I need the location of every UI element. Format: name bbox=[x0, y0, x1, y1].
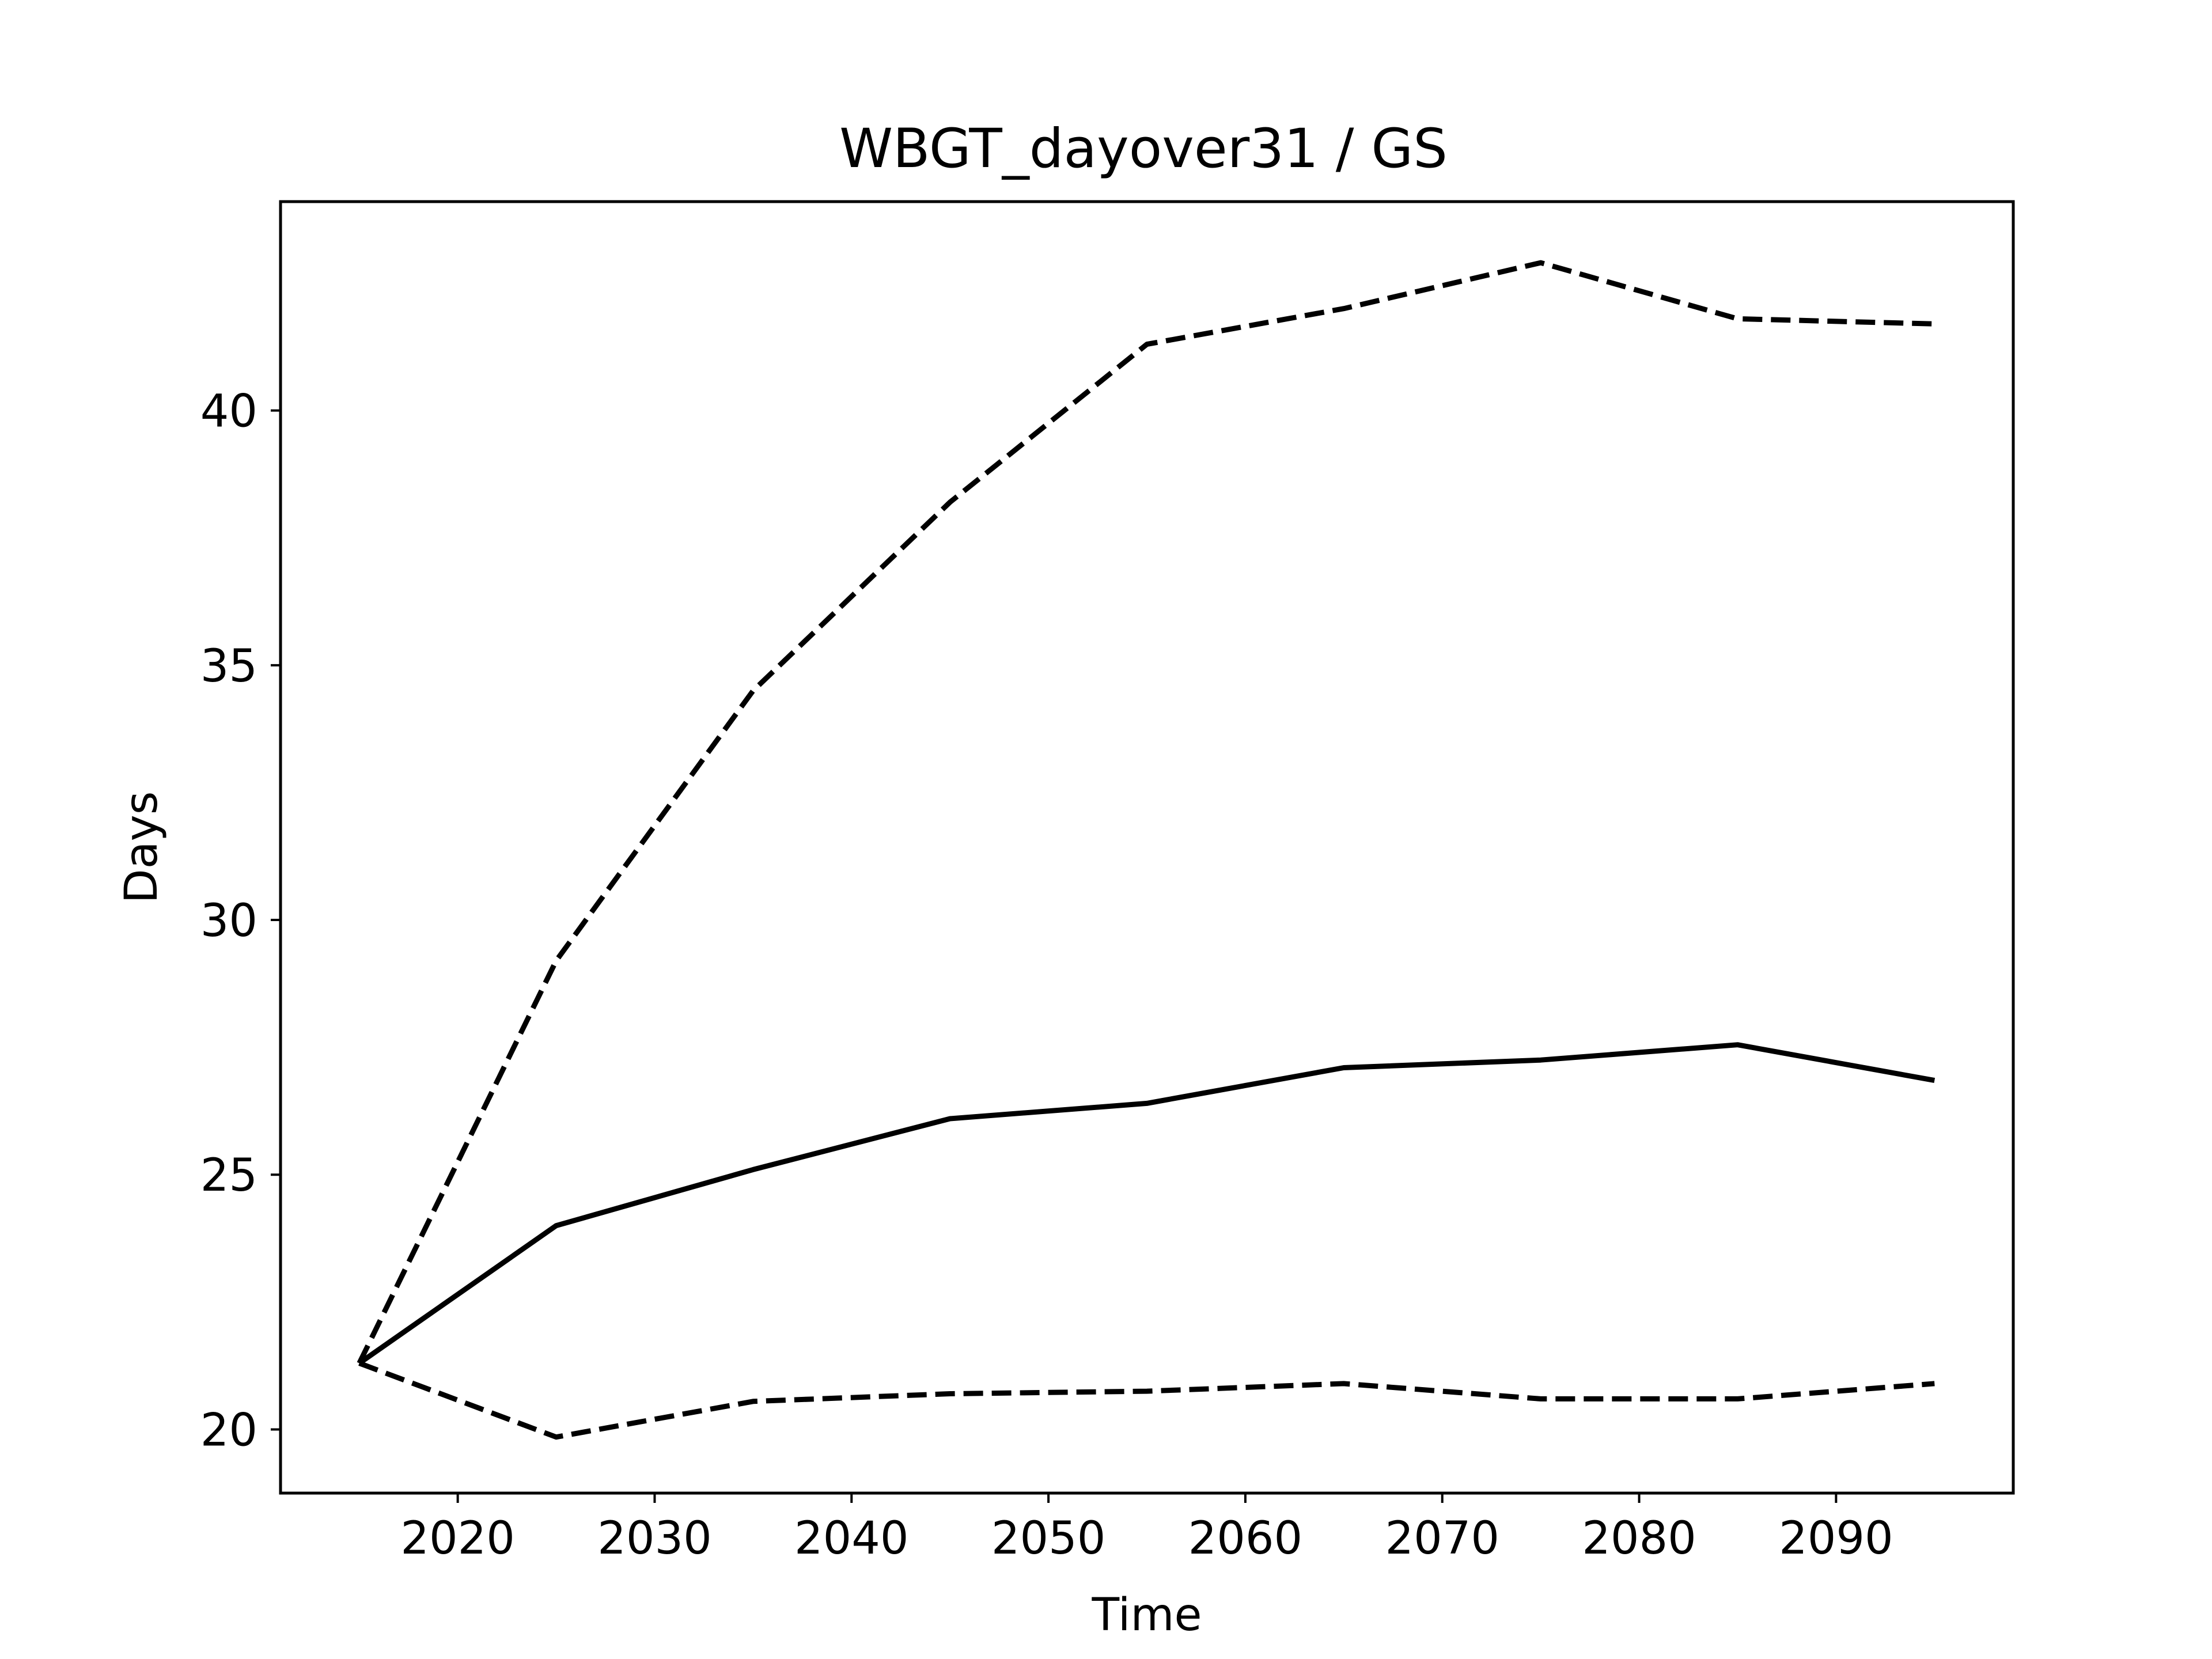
plot-area bbox=[357, 260, 1936, 1440]
y-tick-label: 30 bbox=[200, 895, 257, 947]
series-line-1 bbox=[358, 1042, 1936, 1366]
x-tick-label: 2020 bbox=[400, 1513, 515, 1565]
axes-frame bbox=[279, 200, 2015, 1495]
x-tick-label: 2090 bbox=[1779, 1513, 1893, 1565]
y-tick-label: 40 bbox=[200, 386, 257, 438]
x-axis: 2020 2030 2040 2050 2060 2070 2080 2090 bbox=[400, 1493, 1893, 1565]
y-tick-label: 20 bbox=[200, 1404, 257, 1456]
x-tick-label: 2050 bbox=[991, 1513, 1106, 1565]
y-tick-label: 25 bbox=[200, 1150, 257, 1202]
x-tick-label: 2040 bbox=[794, 1513, 909, 1565]
x-axis-label: Time bbox=[1092, 1589, 1202, 1641]
x-tick-label: 2070 bbox=[1385, 1513, 1499, 1565]
x-tick-label: 2060 bbox=[1188, 1513, 1303, 1565]
y-axis-label: Days bbox=[116, 791, 168, 904]
series-line-2 bbox=[357, 260, 1935, 1365]
x-tick-label: 2030 bbox=[597, 1513, 712, 1565]
x-tick-label: 2080 bbox=[1582, 1513, 1696, 1565]
series-line-3 bbox=[358, 1361, 1935, 1440]
y-tick-label: 35 bbox=[200, 641, 257, 692]
chart-title: WBGT_dayover31 / GS bbox=[839, 118, 1448, 180]
y-axis: 20 25 30 35 40 bbox=[200, 386, 281, 1456]
